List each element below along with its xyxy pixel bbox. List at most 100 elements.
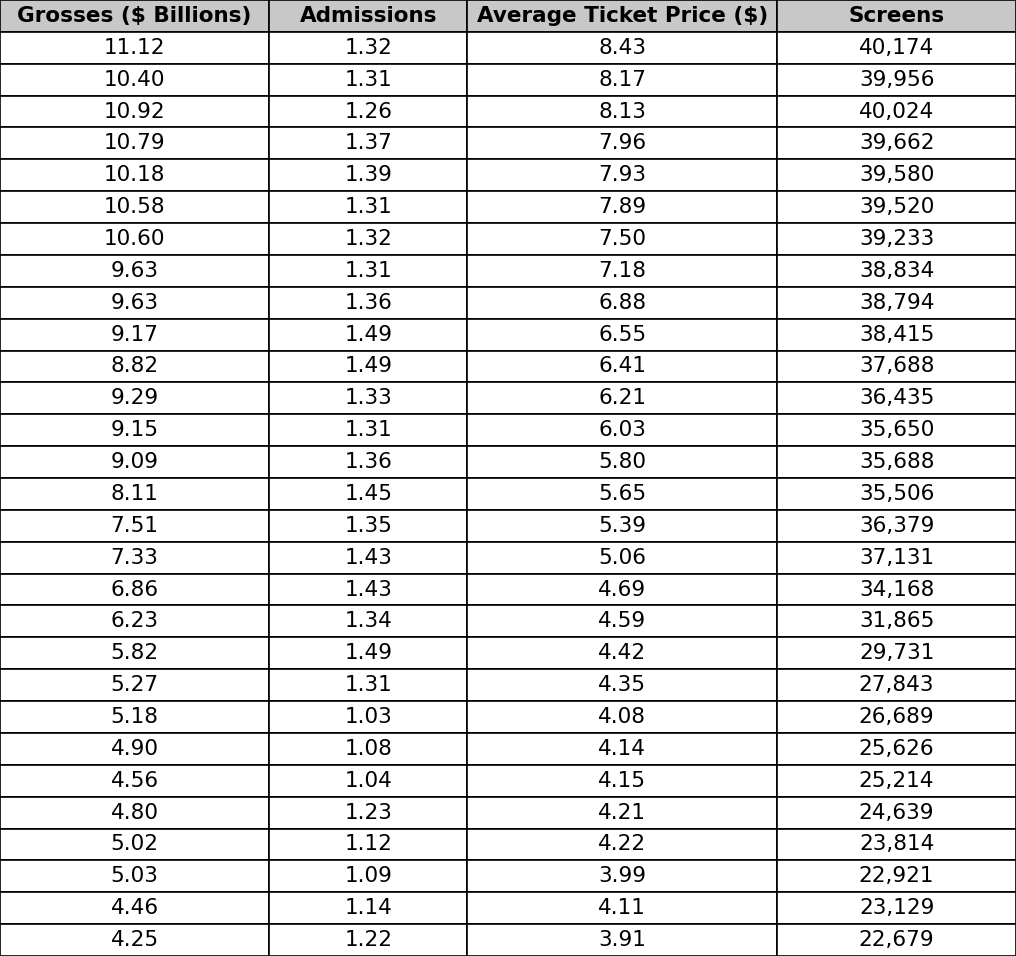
Bar: [269, 160, 467, 191]
Bar: [777, 64, 1016, 96]
Bar: [269, 701, 467, 733]
Bar: [467, 669, 777, 701]
Text: 4.69: 4.69: [598, 579, 646, 599]
Bar: [269, 414, 467, 446]
Bar: [0, 255, 269, 287]
Text: 6.41: 6.41: [598, 357, 646, 377]
Text: 1.32: 1.32: [344, 38, 392, 57]
Text: 5.02: 5.02: [111, 835, 158, 855]
Bar: [0, 638, 269, 669]
Text: 39,520: 39,520: [859, 197, 935, 217]
Bar: [777, 96, 1016, 127]
Text: 6.23: 6.23: [111, 612, 158, 631]
Text: 36,379: 36,379: [859, 516, 935, 535]
Bar: [269, 796, 467, 829]
Text: 5.03: 5.03: [111, 866, 158, 886]
Bar: [777, 414, 1016, 446]
Bar: [269, 255, 467, 287]
Text: 1.39: 1.39: [344, 165, 392, 185]
Bar: [269, 318, 467, 351]
Bar: [467, 96, 777, 127]
Bar: [777, 478, 1016, 510]
Bar: [0, 0, 269, 32]
Text: 39,956: 39,956: [859, 70, 935, 90]
Bar: [777, 382, 1016, 414]
Text: Screens: Screens: [848, 6, 945, 26]
Bar: [0, 478, 269, 510]
Text: 39,662: 39,662: [859, 134, 935, 153]
Text: 4.21: 4.21: [598, 803, 646, 822]
Bar: [269, 574, 467, 605]
Text: 9.09: 9.09: [111, 452, 158, 472]
Bar: [467, 510, 777, 542]
Text: 25,626: 25,626: [859, 739, 935, 759]
Text: 3.99: 3.99: [598, 866, 646, 886]
Text: 34,168: 34,168: [859, 579, 935, 599]
Text: 31,865: 31,865: [859, 612, 935, 631]
Text: 36,435: 36,435: [859, 388, 935, 408]
Bar: [467, 478, 777, 510]
Bar: [467, 733, 777, 765]
Bar: [467, 191, 777, 223]
Bar: [269, 478, 467, 510]
Bar: [0, 318, 269, 351]
Text: 4.22: 4.22: [598, 835, 646, 855]
Bar: [269, 860, 467, 892]
Bar: [777, 32, 1016, 64]
Text: 1.23: 1.23: [344, 803, 392, 822]
Text: 5.06: 5.06: [598, 548, 646, 568]
Text: 1.03: 1.03: [344, 707, 392, 727]
Bar: [777, 318, 1016, 351]
Text: 39,233: 39,233: [859, 229, 935, 249]
Text: 1.35: 1.35: [344, 516, 392, 535]
Bar: [467, 860, 777, 892]
Bar: [777, 765, 1016, 796]
Text: 9.17: 9.17: [111, 325, 158, 344]
Bar: [0, 382, 269, 414]
Text: 4.25: 4.25: [111, 930, 158, 950]
Bar: [777, 796, 1016, 829]
Text: 1.36: 1.36: [344, 293, 392, 313]
Text: 9.29: 9.29: [111, 388, 158, 408]
Text: 23,814: 23,814: [859, 835, 935, 855]
Bar: [777, 638, 1016, 669]
Text: 4.35: 4.35: [598, 675, 646, 695]
Text: 1.45: 1.45: [344, 484, 392, 504]
Bar: [269, 892, 467, 924]
Bar: [777, 255, 1016, 287]
Bar: [467, 892, 777, 924]
Bar: [0, 860, 269, 892]
Bar: [777, 351, 1016, 382]
Text: 9.63: 9.63: [111, 293, 158, 313]
Text: 1.49: 1.49: [344, 643, 392, 663]
Bar: [269, 542, 467, 574]
Bar: [269, 605, 467, 638]
Text: 5.65: 5.65: [598, 484, 646, 504]
Bar: [467, 64, 777, 96]
Text: 7.33: 7.33: [111, 548, 158, 568]
Text: 1.32: 1.32: [344, 229, 392, 249]
Text: 24,639: 24,639: [859, 803, 935, 822]
Text: 11.12: 11.12: [104, 38, 166, 57]
Bar: [467, 351, 777, 382]
Bar: [467, 605, 777, 638]
Text: 1.22: 1.22: [344, 930, 392, 950]
Text: Admissions: Admissions: [300, 6, 437, 26]
Bar: [777, 892, 1016, 924]
Text: 1.26: 1.26: [344, 101, 392, 121]
Text: 22,679: 22,679: [859, 930, 935, 950]
Text: 39,580: 39,580: [859, 165, 935, 185]
Bar: [777, 860, 1016, 892]
Bar: [269, 638, 467, 669]
Bar: [269, 733, 467, 765]
Text: 4.59: 4.59: [598, 612, 646, 631]
Bar: [0, 223, 269, 255]
Bar: [269, 669, 467, 701]
Bar: [0, 160, 269, 191]
Bar: [467, 0, 777, 32]
Text: 1.43: 1.43: [344, 548, 392, 568]
Text: 10.18: 10.18: [104, 165, 166, 185]
Bar: [777, 510, 1016, 542]
Text: 7.51: 7.51: [111, 516, 158, 535]
Bar: [269, 829, 467, 860]
